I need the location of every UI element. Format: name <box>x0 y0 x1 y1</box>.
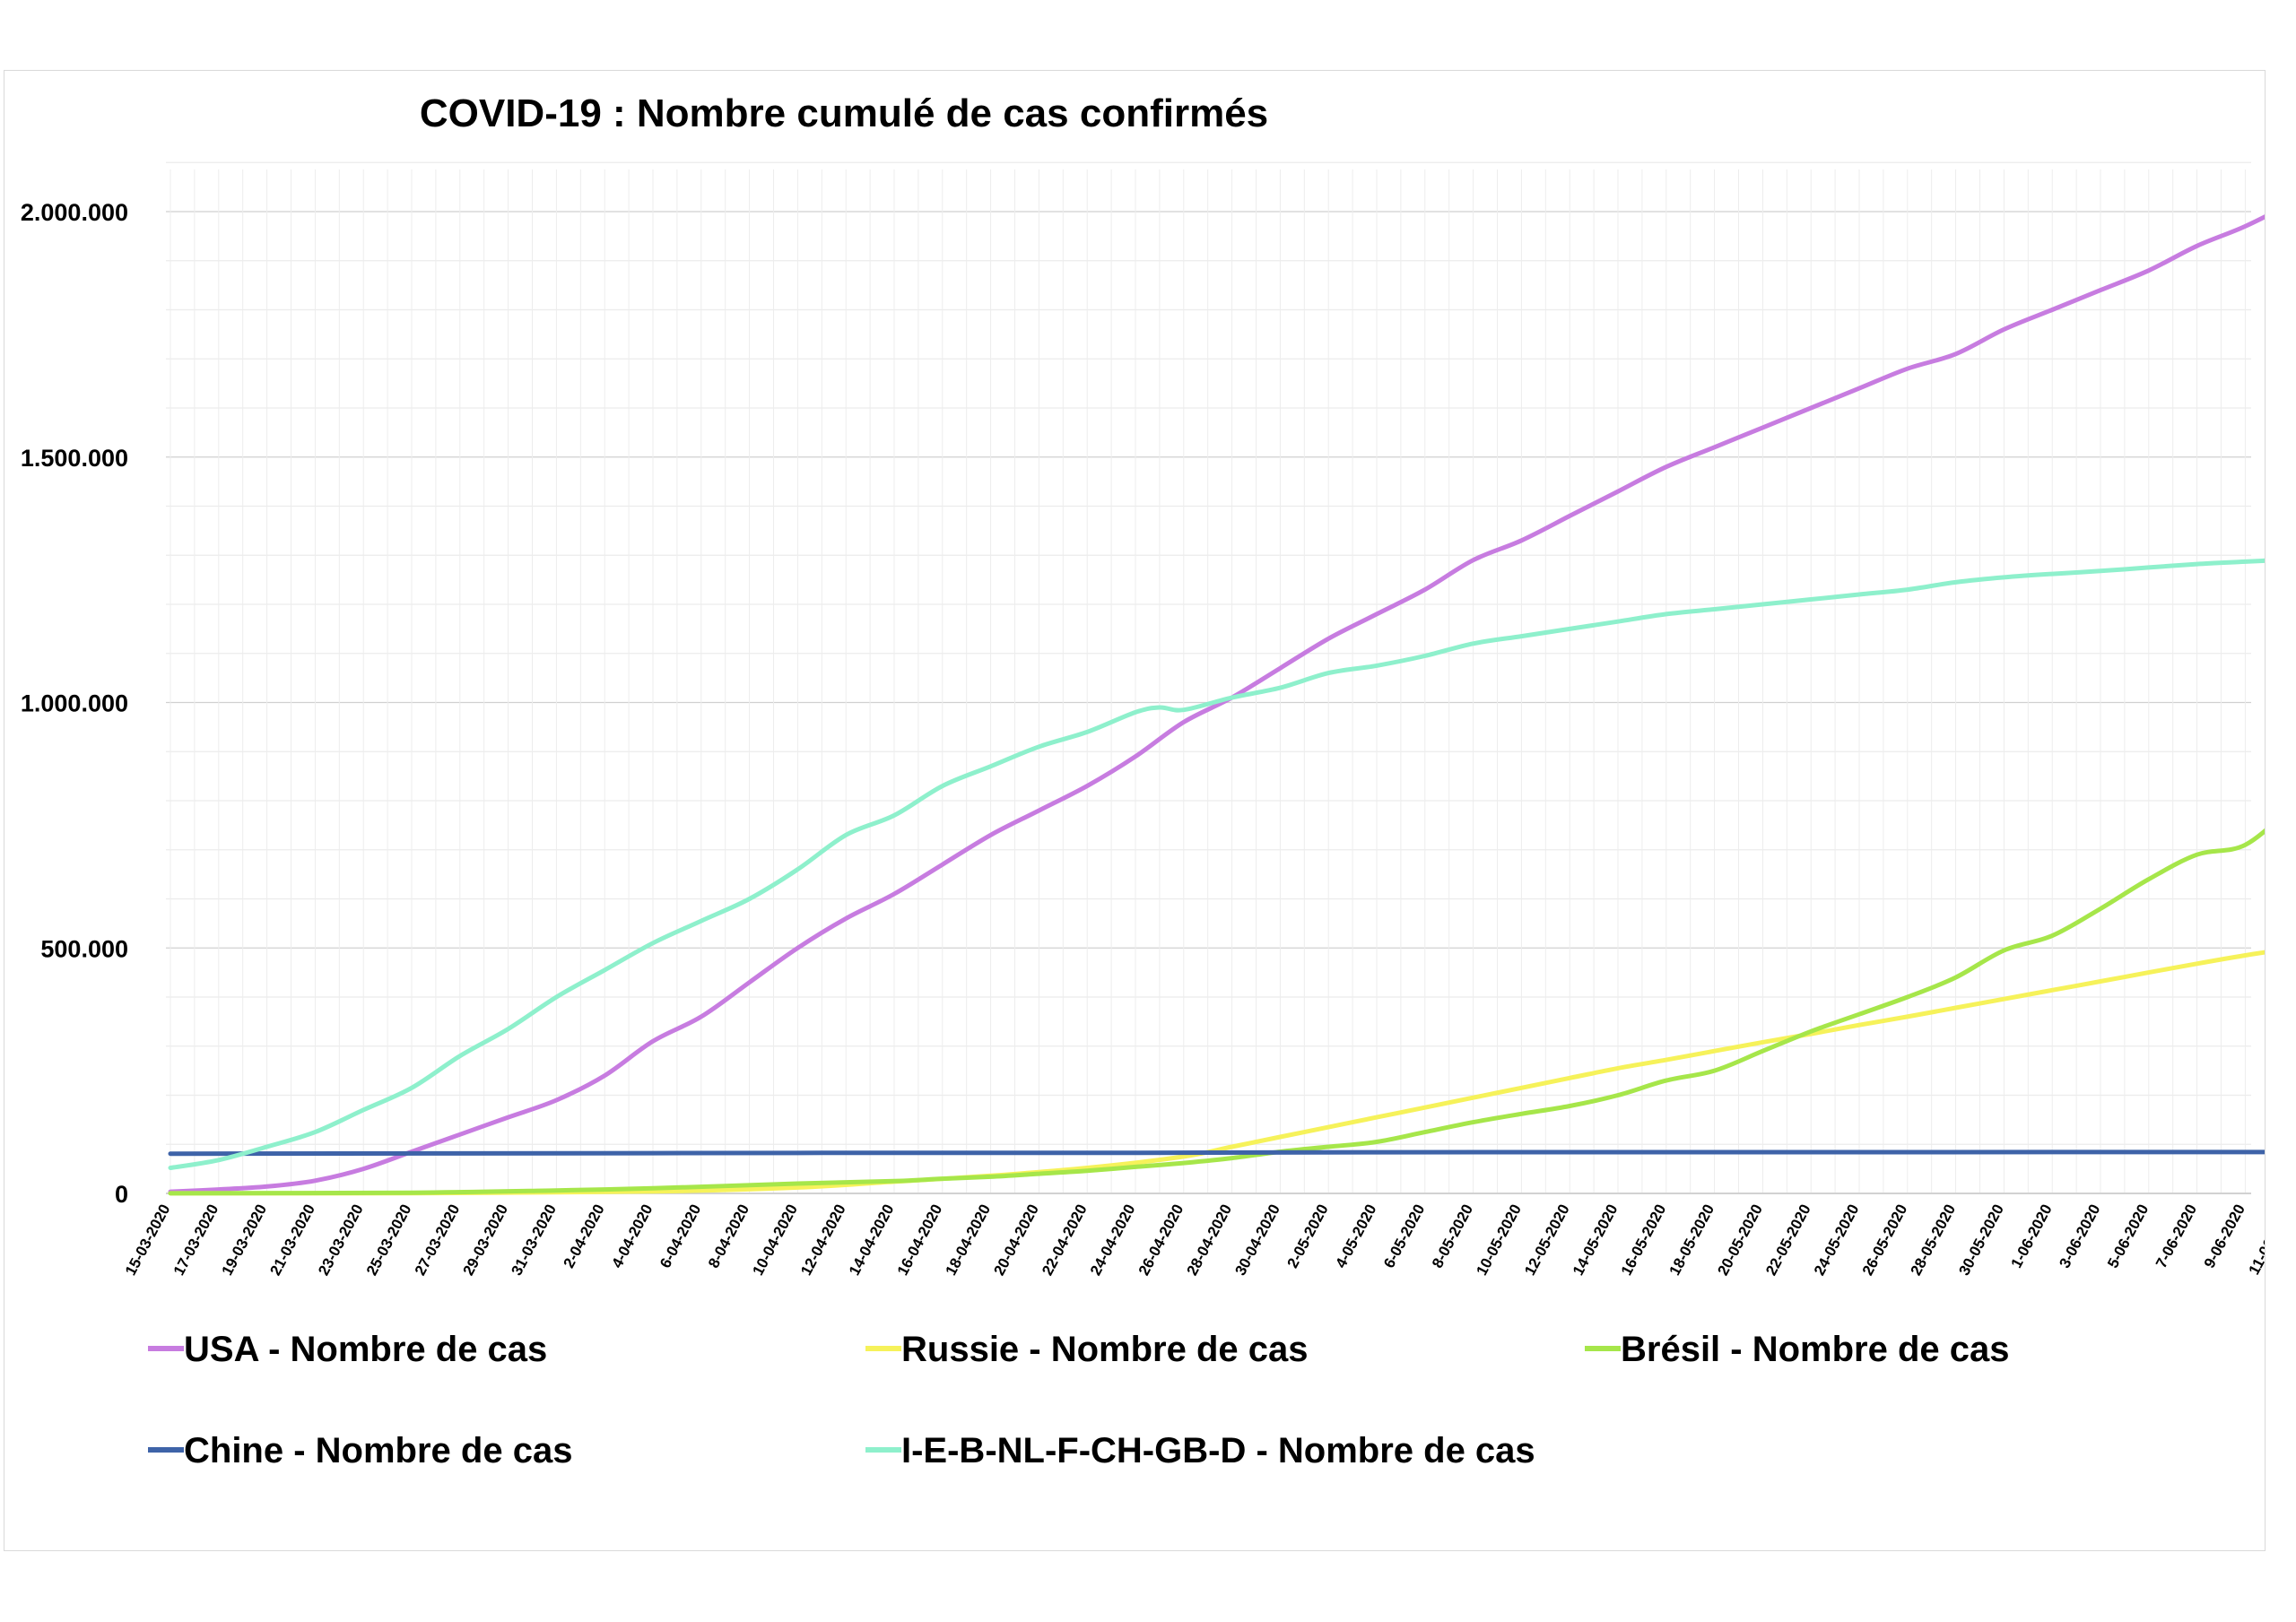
line-chart: COVID-19 : Nombre cumulé de cas confirmé… <box>21 91 2265 1470</box>
legend-label: USA - Nombre de cas <box>184 1330 547 1369</box>
x-tick-label: 5-06-2020 <box>2104 1201 2152 1271</box>
x-tick-label: 8-04-2020 <box>705 1201 752 1271</box>
x-tick-label: 25-03-2020 <box>363 1201 415 1279</box>
x-tick-label: 30-04-2020 <box>1231 1201 1283 1279</box>
legend-item: Chine - Nombre de cas <box>148 1431 572 1470</box>
x-axis-tick-labels: 15-03-202017-03-202019-03-202021-03-2020… <box>122 1201 2265 1279</box>
x-tick-label: 17-03-2020 <box>170 1201 222 1279</box>
x-tick-label: 16-05-2020 <box>1618 1201 1670 1279</box>
x-tick-label: 19-03-2020 <box>219 1201 271 1279</box>
legend-label: Chine - Nombre de cas <box>184 1431 572 1470</box>
series-line <box>168 828 2265 1196</box>
x-tick-label: 7-06-2020 <box>2152 1201 2200 1271</box>
x-tick-label: 6-04-2020 <box>657 1201 704 1271</box>
y-tick-label: 2.000.000 <box>21 199 128 226</box>
grid <box>166 161 2251 1194</box>
legend-item: USA - Nombre de cas <box>148 1330 547 1369</box>
x-tick-label: 2-05-2020 <box>1284 1201 1332 1271</box>
x-tick-label: 23-03-2020 <box>315 1201 367 1279</box>
x-tick-label: 27-03-2020 <box>412 1201 464 1279</box>
series-line <box>168 558 2265 1170</box>
x-tick-label: 10-04-2020 <box>749 1201 801 1279</box>
x-tick-label: 14-05-2020 <box>1570 1201 1622 1279</box>
x-tick-label: 18-04-2020 <box>943 1201 995 1279</box>
x-tick-label: 14-04-2020 <box>846 1201 898 1279</box>
x-tick-label: 16-04-2020 <box>894 1201 946 1279</box>
y-axis-tick-labels: 0 500.000 1.000.000 1.500.000 2.000.000 <box>21 199 128 1208</box>
x-tick-label: 26-04-2020 <box>1135 1201 1187 1279</box>
x-tick-label: 31-03-2020 <box>508 1201 560 1279</box>
chart-title: COVID-19 : Nombre cumulé de cas confirmé… <box>420 91 1268 135</box>
x-tick-label: 11-06-2020 <box>2246 1201 2265 1278</box>
x-tick-label: 28-04-2020 <box>1184 1201 1236 1279</box>
x-tick-label: 6-05-2020 <box>1380 1201 1428 1271</box>
x-tick-label: 4-04-2020 <box>608 1201 656 1271</box>
chart-frame: COVID-19 : Nombre cumulé de cas confirmé… <box>4 70 2266 1551</box>
legend-item: Brésil - Nombre de cas <box>1585 1330 2010 1369</box>
series-lines <box>168 214 2265 1196</box>
y-tick-label: 500.000 <box>40 935 128 962</box>
x-tick-label: 12-04-2020 <box>797 1201 849 1279</box>
y-tick-label: 1.000.000 <box>21 690 128 717</box>
y-tick-label: 0 <box>115 1181 128 1208</box>
x-tick-label: 10-05-2020 <box>1473 1201 1525 1279</box>
series-line <box>168 1149 2265 1157</box>
x-tick-label: 1-06-2020 <box>2008 1201 2056 1271</box>
series-line <box>168 214 2265 1194</box>
x-tick-label: 2-04-2020 <box>561 1201 608 1271</box>
x-tick-label: 29-03-2020 <box>460 1201 512 1279</box>
x-tick-label: 24-05-2020 <box>1811 1201 1863 1279</box>
x-tick-label: 30-05-2020 <box>1955 1201 2007 1279</box>
series-line <box>168 950 2265 1196</box>
x-tick-label: 26-05-2020 <box>1859 1201 1911 1279</box>
x-tick-label: 8-05-2020 <box>1429 1201 1476 1271</box>
legend-label: Brésil - Nombre de cas <box>1621 1330 2010 1369</box>
x-tick-label: 3-06-2020 <box>2056 1201 2103 1271</box>
legend-item: I-E-B-NL-F-CH-GB-D - Nombre de cas <box>865 1431 1535 1470</box>
legend-item: Russie - Nombre de cas <box>865 1330 1309 1369</box>
x-tick-label: 12-05-2020 <box>1521 1201 1573 1279</box>
y-tick-label: 1.500.000 <box>21 445 128 472</box>
x-tick-label: 20-04-2020 <box>990 1201 1042 1279</box>
x-tick-label: 18-05-2020 <box>1666 1201 1718 1279</box>
x-tick-label: 20-05-2020 <box>1714 1201 1766 1279</box>
x-tick-label: 22-04-2020 <box>1039 1201 1091 1279</box>
legend: USA - Nombre de cas Russie - Nombre de ca… <box>148 1330 2010 1470</box>
legend-label: I-E-B-NL-F-CH-GB-D - Nombre de cas <box>901 1431 1535 1470</box>
legend-label: Russie - Nombre de cas <box>901 1330 1309 1369</box>
x-tick-label: 28-05-2020 <box>1908 1201 1960 1279</box>
x-tick-label: 15-03-2020 <box>122 1201 174 1279</box>
x-tick-label: 4-05-2020 <box>1332 1201 1379 1271</box>
x-tick-label: 21-03-2020 <box>266 1201 318 1279</box>
x-tick-label: 22-05-2020 <box>1762 1201 1814 1279</box>
x-tick-label: 24-04-2020 <box>1087 1201 1139 1279</box>
x-tick-label: 9-06-2020 <box>2201 1201 2248 1271</box>
